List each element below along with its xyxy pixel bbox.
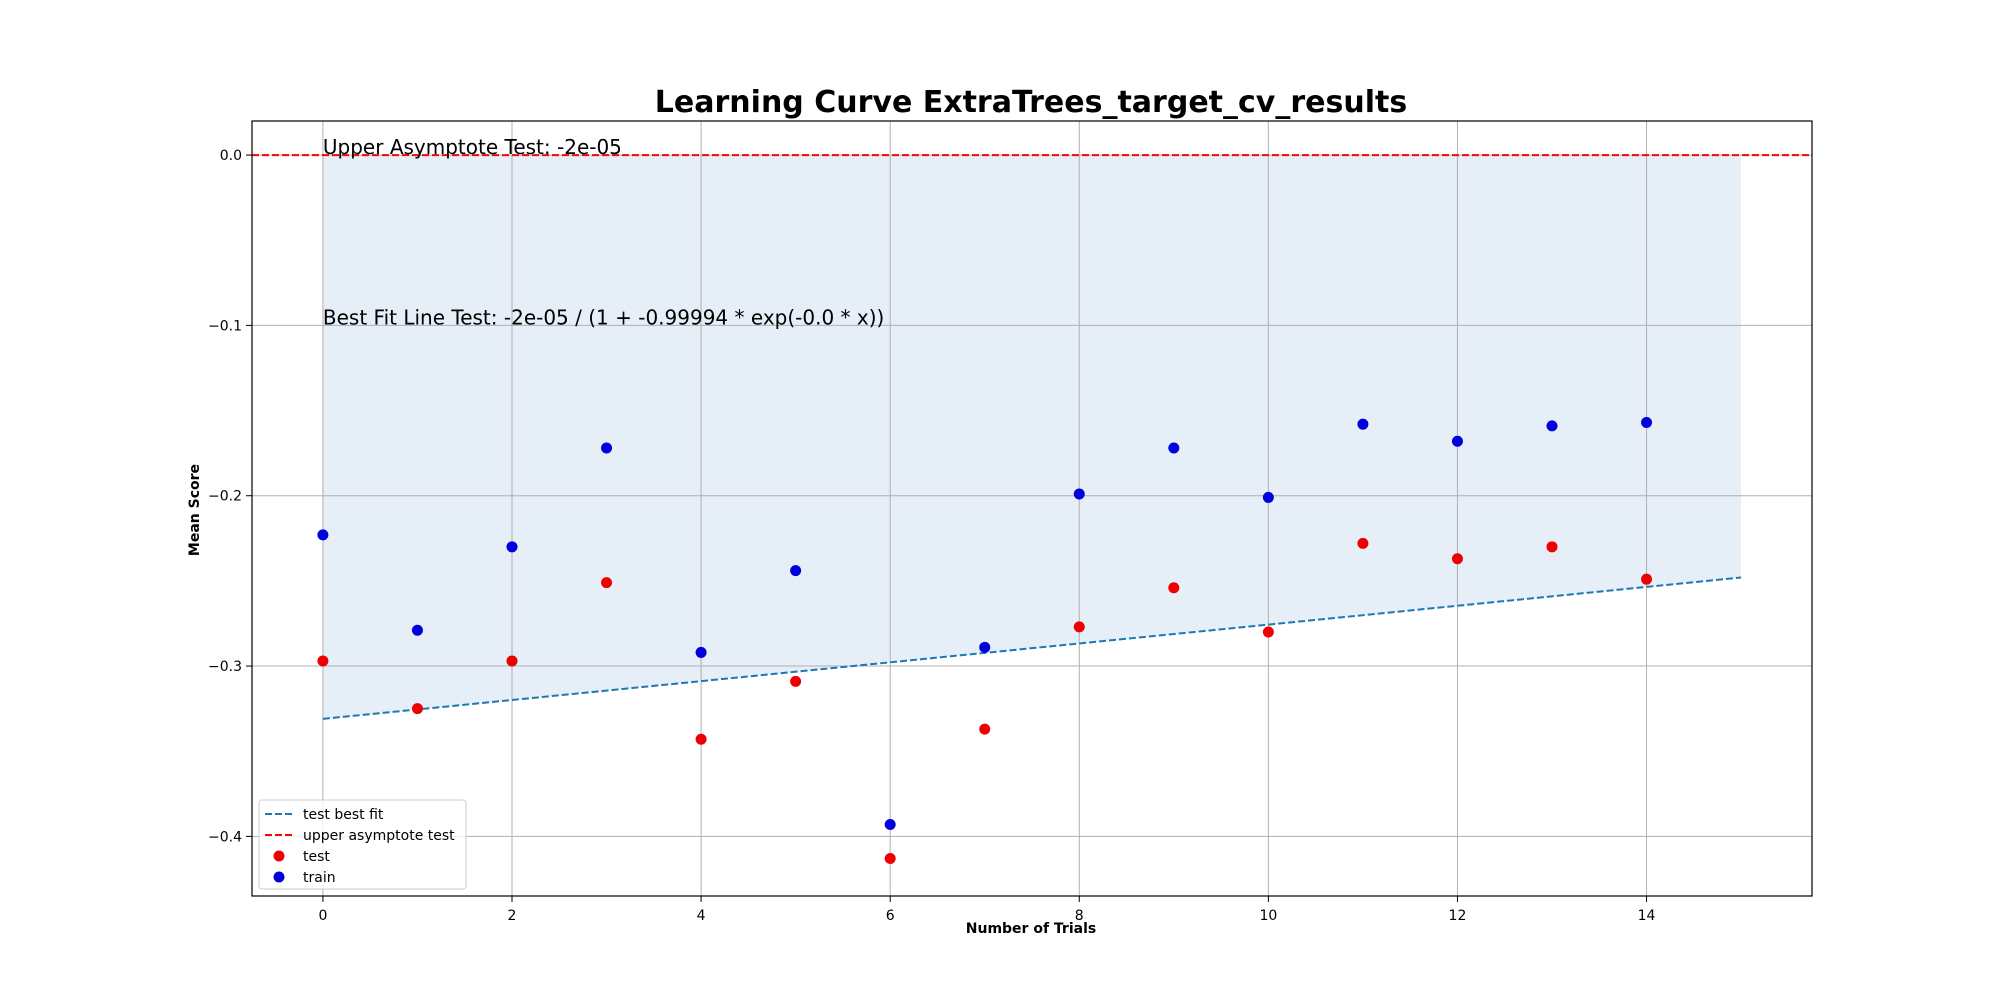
chart-title: Learning Curve ExtraTrees_target_cv_resu…	[655, 85, 1407, 120]
y-tick-label: −0.2	[208, 489, 242, 505]
legend-label-train: train	[303, 870, 336, 886]
train-point	[1451, 435, 1463, 447]
x-tick-label: 0	[318, 908, 327, 924]
x-axis-label: Number of Trials	[966, 921, 1096, 937]
plot-area: 0 2 4 6 8 10 12 14 0.0 −0.1 −0.2 −0.3 −0.4 Upper Asym…	[208, 120, 1813, 924]
legend-label-test-best-fit: test best fit	[303, 807, 384, 823]
train-point	[601, 442, 613, 454]
train-point	[506, 541, 518, 553]
x-tick-label: 14	[1638, 908, 1656, 924]
test-point	[1262, 626, 1274, 638]
legend-marker-train	[273, 871, 285, 883]
test-point	[411, 703, 423, 715]
legend-marker-test	[273, 850, 285, 862]
test-point	[1546, 541, 1558, 553]
upper-asymptote-annotation: Upper Asymptote Test: -2e-05	[323, 135, 622, 159]
test-point	[601, 577, 613, 589]
best-fit-annotation: Best Fit Line Test: -2e-05 / (1 + -0.999…	[323, 305, 884, 329]
y-tick-label: −0.4	[208, 829, 242, 845]
test-point	[1073, 621, 1085, 633]
test-point	[317, 655, 329, 667]
test-best-fit-line	[322, 576, 1742, 720]
train-point	[317, 529, 329, 541]
test-point	[1168, 582, 1180, 594]
train-point	[1357, 418, 1369, 430]
test-point	[1451, 553, 1463, 565]
legend-label-test: test	[303, 849, 330, 865]
x-tick-label: 6	[886, 908, 895, 924]
y-tick-label: 0.0	[220, 148, 242, 164]
train-point	[1262, 491, 1274, 503]
x-tick-label: 8	[1075, 908, 1084, 924]
train-point	[884, 818, 896, 830]
test-point	[506, 655, 518, 667]
train-point	[695, 646, 707, 658]
confidence-fill-region	[322, 155, 1742, 719]
y-tick-label: −0.1	[208, 318, 242, 334]
x-tick-label: 4	[697, 908, 706, 924]
y-axis-label: Mean Score	[187, 464, 203, 556]
test-point	[1641, 573, 1653, 585]
train-point	[1168, 442, 1180, 454]
train-point	[1546, 420, 1558, 432]
train-point	[1641, 416, 1653, 428]
test-point	[790, 675, 802, 687]
test-point	[884, 853, 896, 865]
test-point	[1357, 537, 1369, 549]
legend-box	[258, 799, 467, 890]
y-tick-label: −0.3	[208, 659, 242, 675]
train-point	[790, 565, 802, 577]
train-point	[411, 624, 423, 636]
x-tick-label: 2	[508, 908, 517, 924]
x-tick-label: 10	[1259, 908, 1277, 924]
train-point	[979, 641, 991, 653]
train-point	[1073, 488, 1085, 500]
test-point	[979, 723, 991, 735]
x-tick-label: 12	[1449, 908, 1467, 924]
legend-label-upper-asymptote-test: upper asymptote test	[303, 828, 455, 844]
test-point	[695, 733, 707, 745]
axes-frame	[251, 120, 1813, 897]
